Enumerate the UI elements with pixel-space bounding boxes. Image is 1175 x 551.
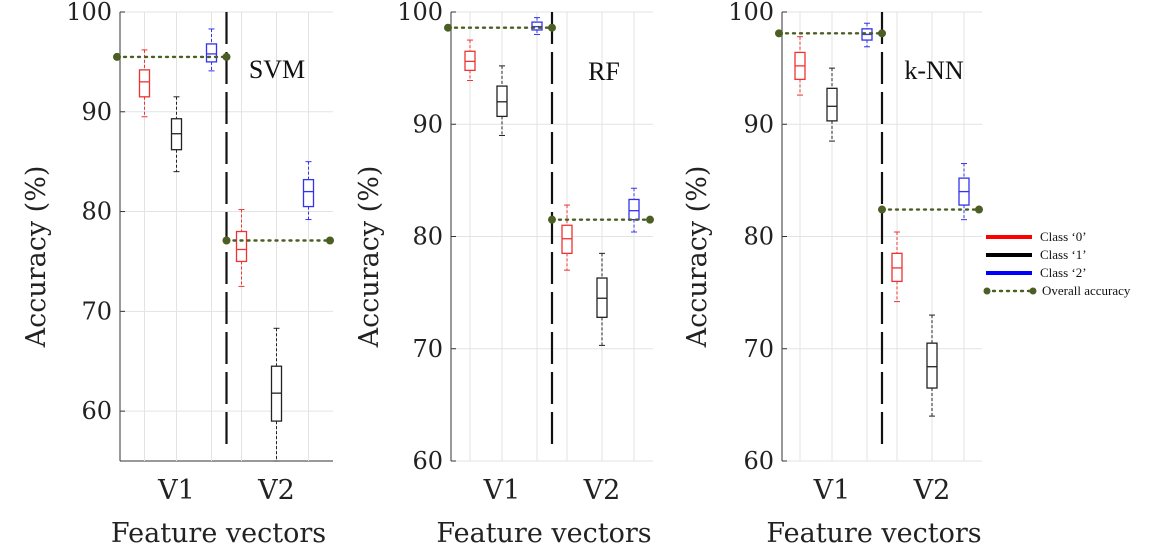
overall-accuracy-marker [878, 29, 886, 38]
x-category-label: V1 [813, 475, 851, 506]
overall-accuracy-marker [975, 205, 983, 214]
overall-accuracy-v2 [878, 205, 983, 214]
box-v2-class-2 [958, 163, 970, 221]
legend-label: Class ‘1’ [1040, 247, 1087, 262]
y-tick-label: 60 [743, 447, 774, 475]
box-v1-class-1 [496, 65, 508, 136]
panel-title: k-NN [904, 56, 963, 85]
box-v1-class-2 [531, 17, 543, 35]
x-axis-label: Feature vectors [436, 518, 651, 549]
legend-swatch-marker [983, 287, 991, 295]
overall-accuracy-marker [222, 236, 231, 245]
panel-rf: 60 70 80 90 100 V1 V2 Feature vectors Accuracy (… [354, 0, 654, 549]
box-v2-class-1 [926, 314, 938, 417]
legend-item-0: Class ‘0’ [986, 229, 1087, 244]
y-tick-label: 90 [743, 110, 774, 138]
y-tick-label: 80 [743, 223, 774, 251]
legend-item-3: Overall accuracy [983, 283, 1131, 298]
box-v2-class-0 [891, 231, 903, 303]
y-tick-label: 100 [66, 0, 112, 26]
box-v1-class-1 [826, 67, 838, 142]
box-iqr [205, 43, 218, 63]
legend-item-2: Class ‘2’ [986, 265, 1087, 280]
box-iqr [235, 230, 248, 263]
x-category-label: V1 [483, 475, 521, 506]
x-category-label: V2 [257, 475, 295, 506]
box-iqr [926, 342, 938, 389]
y-tick-label: 90 [81, 98, 112, 126]
y-tick-label: 70 [412, 335, 443, 363]
y-tick-label: 80 [412, 223, 443, 251]
box-v1-class-0 [464, 39, 476, 81]
panel-k-nn: 60 70 80 90 100 V1 V2 Feature vectors Accuracy (… [682, 0, 983, 549]
overall-accuracy-v1 [775, 29, 886, 38]
overall-accuracy-marker [113, 52, 121, 61]
overall-accuracy-marker [548, 215, 556, 224]
overall-accuracy-marker [222, 52, 231, 61]
box-v2-class-1 [270, 327, 283, 462]
box-iqr [628, 198, 640, 221]
box-v2-class-2 [628, 187, 640, 233]
box-v2-class-2 [302, 161, 315, 221]
y-tick-label: 60 [81, 397, 112, 425]
y-axis-label: Accuracy (%) [354, 166, 385, 349]
y-tick-label: 100 [728, 0, 774, 26]
overall-accuracy-marker [775, 29, 783, 38]
overall-accuracy-marker [326, 236, 334, 245]
panel-title: RF [588, 57, 620, 86]
y-tick-label: 70 [81, 297, 112, 325]
overall-accuracy-marker [548, 23, 556, 32]
x-category-label: V2 [913, 475, 951, 506]
panel-svm: 60 70 80 90 100 V1 V2 Feature vectors Accuracy (… [21, 0, 334, 549]
box-iqr [302, 178, 315, 208]
box-v1-class-0 [138, 49, 151, 118]
box-v2-class-1 [596, 252, 608, 346]
box-v2-class-0 [235, 209, 248, 287]
box-v1-class-2 [205, 28, 218, 72]
y-axis-label: Accuracy (%) [21, 166, 52, 349]
x-category-label: V1 [157, 475, 195, 506]
y-tick-label: 60 [412, 447, 443, 475]
box-iqr [826, 87, 838, 122]
overall-accuracy-v1 [113, 52, 231, 61]
overall-accuracy-v1 [444, 23, 556, 32]
box-v2-class-0 [561, 204, 573, 271]
y-axis-label: Accuracy (%) [682, 166, 713, 349]
y-tick-label: 90 [412, 110, 443, 138]
legend-label: Overall accuracy [1042, 283, 1131, 298]
overall-accuracy-v2 [548, 215, 654, 224]
box-iqr [138, 69, 151, 98]
legend: Class ‘0’ Class ‘1’ Class ‘2’ Overall accur… [983, 229, 1131, 298]
overall-accuracy-v2 [222, 236, 334, 245]
y-tick-label: 100 [397, 0, 443, 26]
x-axis-label: Feature vectors [111, 518, 326, 549]
panel-title: SVM [249, 55, 305, 84]
overall-accuracy-marker [646, 215, 654, 224]
overall-accuracy-marker [444, 23, 452, 32]
legend-label: Class ‘0’ [1040, 229, 1087, 244]
y-tick-label: 70 [743, 335, 774, 363]
overall-accuracy-marker [878, 205, 886, 214]
legend-label: Class ‘2’ [1040, 265, 1087, 280]
box-v1-class-1 [170, 96, 183, 173]
y-tick-label: 80 [81, 198, 112, 226]
x-axis-label: Feature vectors [766, 518, 981, 549]
box-v1-class-0 [794, 36, 806, 96]
legend-swatch-marker [1029, 287, 1037, 295]
legend-item-1: Class ‘1’ [986, 247, 1087, 262]
x-category-label: V2 [583, 475, 621, 506]
